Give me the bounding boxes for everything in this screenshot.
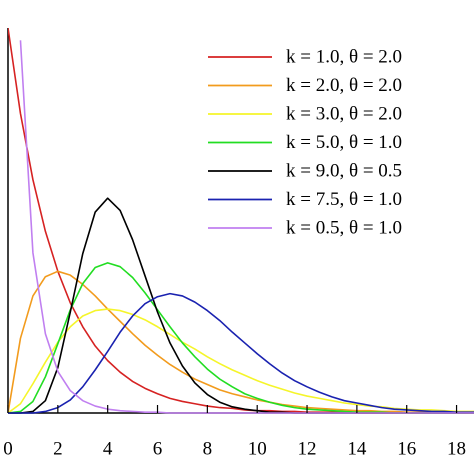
legend-label: k = 2.0, θ = 2.0 <box>286 75 402 96</box>
x-tick-label: 2 <box>53 438 63 459</box>
legend-label: k = 3.0, θ = 2.0 <box>286 103 402 124</box>
x-tick-label: 16 <box>397 438 416 459</box>
series-line <box>8 262 474 414</box>
series-line <box>8 197 474 414</box>
x-tick-label: 18 <box>447 438 466 459</box>
x-tick-label: 12 <box>298 438 317 459</box>
x-tick-label: 10 <box>248 438 267 459</box>
x-tick-label: 14 <box>347 438 367 459</box>
x-tick-label: 0 <box>3 438 13 459</box>
legend-label: k = 5.0, θ = 1.0 <box>286 132 402 153</box>
x-tick-label: 4 <box>103 438 113 459</box>
series-line <box>8 270 474 414</box>
legend-label: k = 1.0, θ = 2.0 <box>286 46 402 67</box>
series-line <box>8 292 474 414</box>
x-tick-label: 8 <box>203 438 213 459</box>
series-line <box>19 40 474 414</box>
x-tick-label: 6 <box>153 438 163 459</box>
legend-label: k = 9.0, θ = 0.5 <box>286 160 402 181</box>
plot-area <box>8 28 474 414</box>
legend-label: k = 0.5, θ = 1.0 <box>286 217 402 238</box>
legend-label: k = 7.5, θ = 1.0 <box>286 189 402 210</box>
